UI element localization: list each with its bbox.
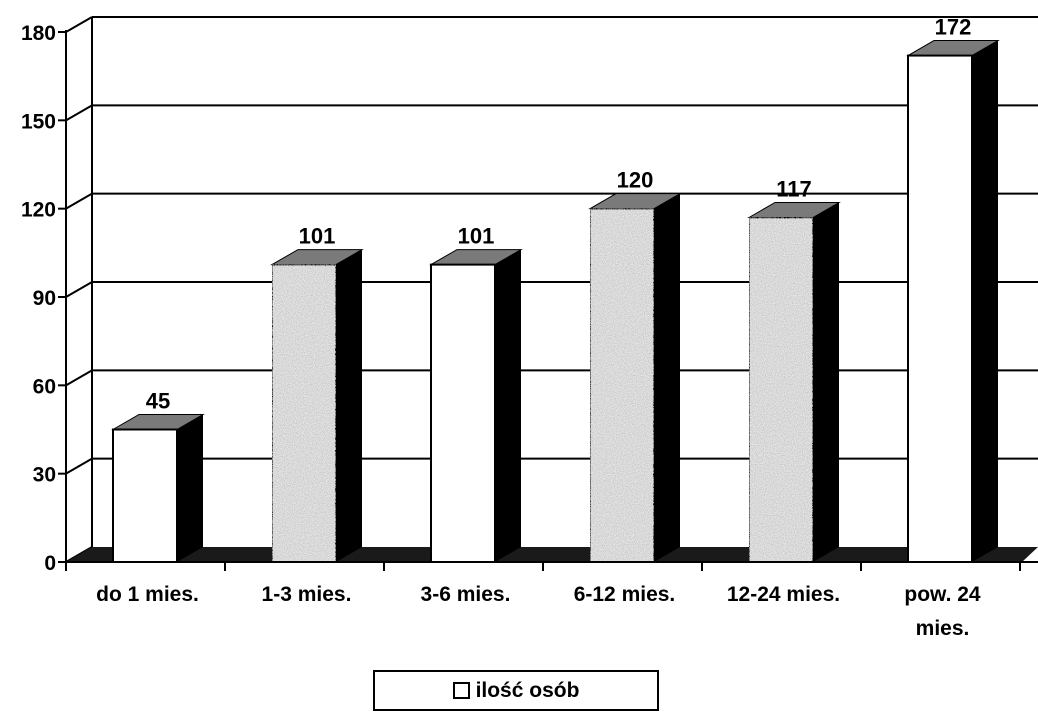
bars	[111, 40, 1000, 564]
y-tick-label: 120	[21, 199, 56, 222]
axes	[58, 30, 1038, 571]
legend: ilość osób	[373, 670, 659, 711]
bar-side	[654, 193, 680, 562]
data-label: 120	[617, 168, 654, 193]
gridline-connector	[65, 457, 93, 475]
data-label: 172	[935, 15, 972, 40]
x-tick-label: 1-3 mies.	[262, 583, 352, 606]
bar	[906, 40, 1000, 564]
bar	[588, 193, 682, 564]
bar	[111, 414, 205, 563]
gridline-connector	[65, 16, 93, 33]
bar-front	[112, 428, 178, 563]
data-label: 45	[146, 389, 170, 414]
bar-front	[430, 263, 496, 563]
legend-swatch	[452, 682, 470, 699]
bar-front	[907, 54, 973, 564]
chart-floor	[66, 547, 1038, 562]
bar	[747, 202, 841, 563]
gridline-connector	[65, 281, 93, 298]
bar-side	[813, 202, 839, 562]
x-tick-label: 6-12 mies.	[574, 583, 676, 606]
bar	[429, 249, 523, 563]
bar	[270, 249, 364, 563]
x-tick-label: pow. 24 mies.	[904, 583, 981, 640]
bar-side	[972, 40, 998, 563]
gridline-connector	[65, 369, 93, 387]
gridlines	[65, 16, 1038, 563]
y-tick-label: 30	[33, 464, 56, 487]
floor-slab	[66, 547, 1038, 562]
y-tick-label: 180	[21, 22, 56, 45]
y-tick-label: 0	[44, 552, 56, 575]
bar-front	[748, 216, 814, 563]
x-tick-label: do 1 mies.	[96, 583, 199, 606]
bar-side	[177, 414, 203, 562]
y-tick-label: 60	[33, 375, 56, 398]
gridline-connector	[65, 104, 93, 122]
bar-front	[271, 263, 337, 563]
bar-side	[495, 249, 521, 562]
bar-front	[589, 207, 655, 564]
bar-side	[336, 249, 362, 562]
x-tick-label: 3-6 mies.	[421, 583, 511, 606]
data-label: 101	[458, 224, 495, 249]
labels: 45 101 101 120 117 172 0 30 60 90 120 150 180 do 1 mi…	[21, 15, 981, 640]
x-tick-label: 12-24 mies.	[727, 583, 840, 606]
y-tick-label: 90	[33, 287, 56, 310]
data-label: 117	[776, 177, 812, 202]
gridline-connector	[65, 192, 93, 210]
y-tick-label: 150	[21, 110, 56, 133]
data-label: 101	[299, 224, 336, 249]
legend-label: ilość osób	[475, 678, 580, 702]
